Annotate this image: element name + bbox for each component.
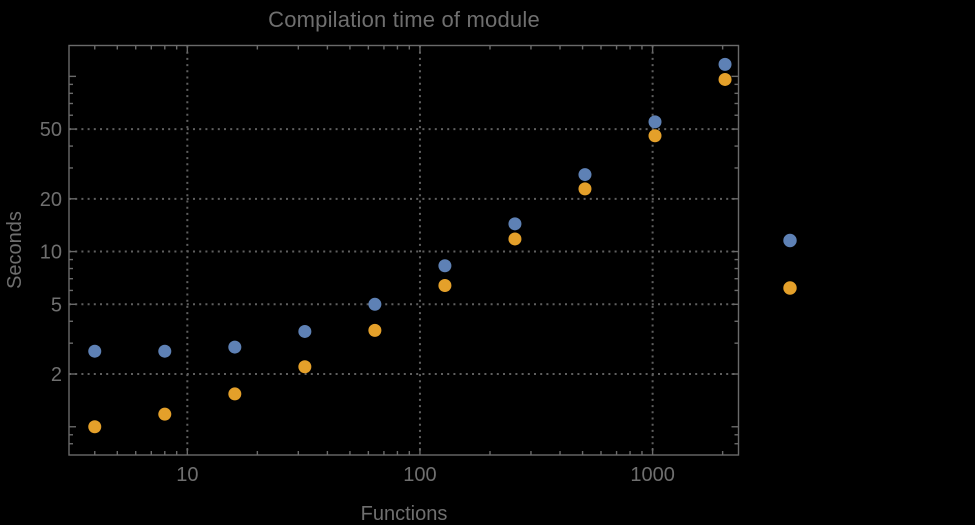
y-tick-label: 5 [51,294,62,316]
data-point-blue [228,340,242,354]
data-point-blue [368,297,382,311]
data-point-blue [88,344,102,358]
data-point-orange [158,407,172,421]
data-point-blue [508,217,522,231]
y-tick-label: 20 [40,189,62,211]
plot-frame [68,44,740,456]
data-point-blue [438,259,452,273]
legend-marker-orange [783,281,797,295]
y-tick-label: 10 [40,242,62,264]
y-tick-label: 2 [51,364,62,386]
chart-title: Compilation time of module [268,7,540,32]
x-tick-label: 1000 [630,464,675,486]
data-point-orange [648,129,662,143]
x-tick-label: 10 [176,464,198,486]
data-point-orange [88,420,102,434]
data-point-blue [648,115,662,129]
data-point-blue [158,344,172,358]
data-point-blue [578,168,592,182]
y-tick-label: 50 [40,119,62,141]
y-axis-label: Seconds [4,211,26,289]
data-point-orange [578,182,592,196]
data-point-orange [508,232,522,246]
data-point-orange [298,360,312,374]
data-point-blue [718,57,732,71]
data-point-orange [718,72,732,86]
data-point-blue [298,324,312,338]
data-point-orange [368,323,382,337]
data-point-orange [438,279,452,293]
x-tick-label: 100 [403,464,436,486]
data-point-orange [228,387,242,401]
legend-marker-blue [783,233,797,248]
x-axis-label: Functions [360,503,448,525]
